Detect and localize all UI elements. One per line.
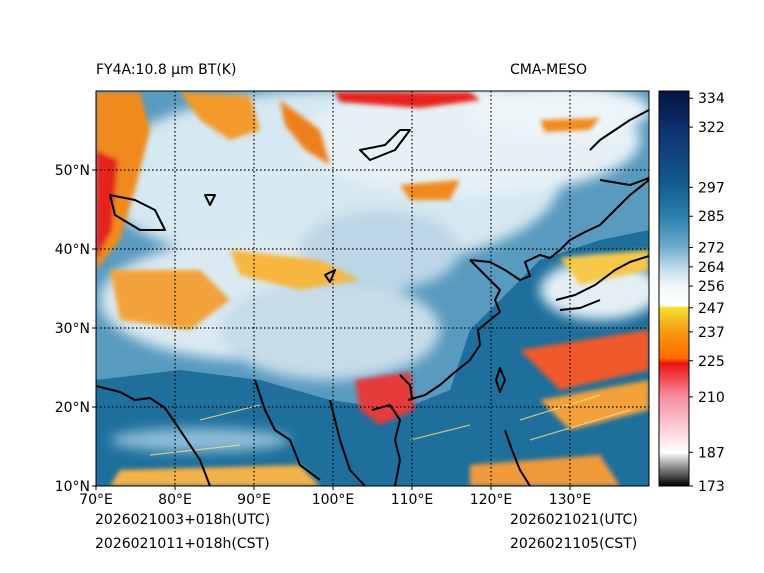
colorbar-tick-label: 237 <box>698 325 725 341</box>
latitude-axis: 10°N 20°N 30°N 40°N 50°N <box>55 163 96 495</box>
lat-label: 40°N <box>55 242 90 258</box>
lon-label: 120°E <box>470 492 513 508</box>
colorbar-tick-label: 187 <box>698 445 725 461</box>
china-east-coast <box>407 259 501 401</box>
hainan-area <box>399 374 413 399</box>
philippines <box>504 429 531 486</box>
init-time-cst: 2026021011+018h(CST) <box>95 536 270 552</box>
longitude-axis: 70°E 80°E 90°E 100°E 110°E 120°E 130°E <box>79 486 591 508</box>
sakhalin <box>589 109 649 151</box>
colorbar-gradient <box>658 90 690 487</box>
cloud-streaks <box>149 394 631 456</box>
india-east-coast <box>254 379 321 481</box>
hokkaido-coast <box>599 177 649 186</box>
lon-label: 130°E <box>549 492 592 508</box>
model-name: CMA-MESO <box>510 62 588 78</box>
taiwan <box>495 367 506 393</box>
india-west-coast <box>96 385 211 486</box>
colorbar-tick-label: 256 <box>698 279 725 295</box>
colorbar-tick-label: 322 <box>698 120 725 136</box>
aral-sea <box>204 194 216 206</box>
baikal-lake <box>359 129 411 161</box>
lon-label: 90°E <box>237 492 271 508</box>
indochina-coast <box>371 404 401 486</box>
lat-label: 10°N <box>55 479 90 495</box>
colorbar-tick-label: 247 <box>698 301 725 317</box>
product-title: FY4A:10.8 µm BT(K) <box>96 62 237 78</box>
lon-label: 110°E <box>391 492 434 508</box>
japan-honshu <box>555 255 649 301</box>
colorbar-tick-label: 297 <box>698 180 725 196</box>
map-frame <box>95 90 650 487</box>
korea-peninsula <box>469 179 649 281</box>
lat-label: 50°N <box>55 163 90 179</box>
colorbar-tick-label: 285 <box>698 209 725 225</box>
colorbar-tick-label: 173 <box>698 479 725 495</box>
colorbar-tick-label: 334 <box>698 91 725 107</box>
lon-label: 100°E <box>312 492 355 508</box>
colorbar-ticks: 173 187 210 225 237 247 256 264 272 285 297 322 334 <box>689 91 725 495</box>
init-time-utc: 2026021003+018h(UTC) <box>95 512 271 528</box>
graticule <box>96 91 649 486</box>
colorbar-tick-label: 272 <box>698 241 725 257</box>
valid-time-utc: 2026021021(UTC) <box>510 512 638 528</box>
brightness-temperature-field <box>96 91 649 486</box>
lat-label: 20°N <box>55 400 90 416</box>
caspian-sea <box>109 194 166 231</box>
myanmar-coast <box>329 399 366 486</box>
colorbar: 173 187 210 225 237 247 256 264 272 285 297 322 334 <box>658 90 725 495</box>
colorbar-tick-label: 210 <box>698 390 725 406</box>
valid-time-cst: 2026021105(CST) <box>510 536 638 552</box>
lon-label: 70°E <box>79 492 113 508</box>
coastlines <box>96 109 649 486</box>
lon-label: 80°E <box>158 492 192 508</box>
colorbar-tick-label: 225 <box>698 354 725 370</box>
colorbar-tick-label: 264 <box>698 260 725 276</box>
lat-label: 30°N <box>55 321 90 337</box>
japan-south <box>559 299 601 311</box>
